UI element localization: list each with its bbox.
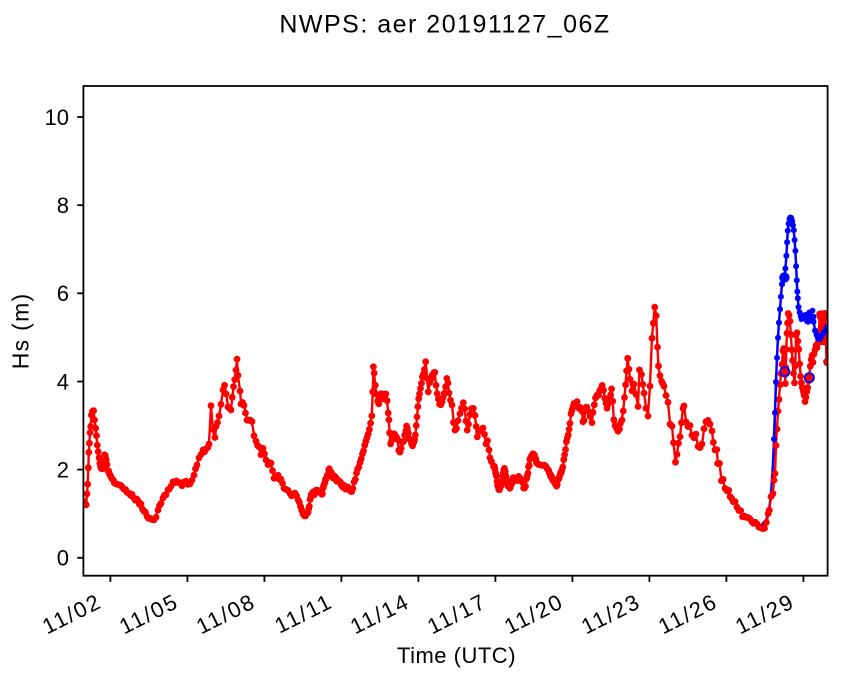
svg-text:0: 0 [57, 546, 69, 571]
svg-text:4: 4 [57, 369, 69, 394]
svg-text:6: 6 [57, 281, 69, 306]
svg-text:2: 2 [57, 458, 69, 483]
svg-text:10: 10 [45, 105, 69, 130]
svg-text:NWPS: aer 20191127_06Z: NWPS: aer 20191127_06Z [279, 11, 610, 39]
svg-text:8: 8 [57, 193, 69, 218]
svg-text:Time (UTC): Time (UTC) [397, 643, 516, 668]
svg-text:Hs (m): Hs (m) [8, 293, 34, 370]
